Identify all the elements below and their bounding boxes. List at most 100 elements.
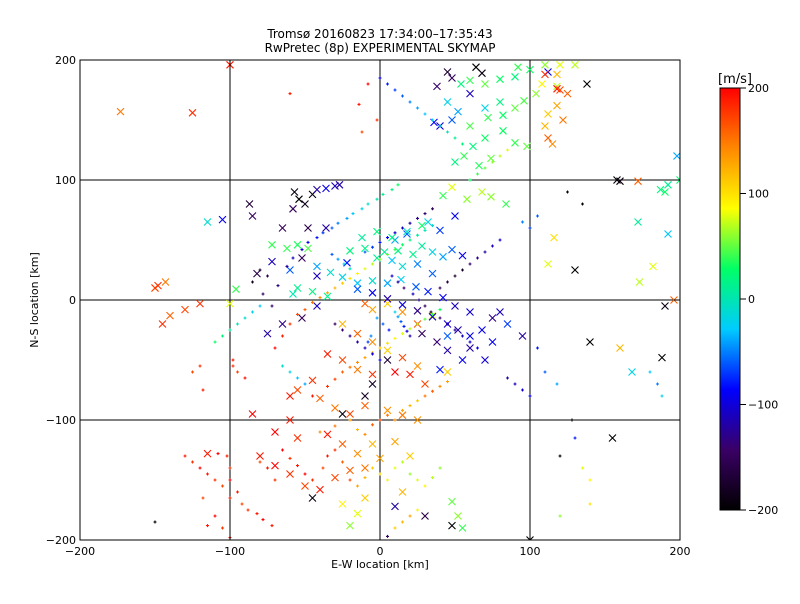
data-point-x xyxy=(338,410,347,418)
data-point-x xyxy=(383,294,392,303)
data-point-x xyxy=(383,406,392,415)
data-point-plus xyxy=(528,394,532,398)
x-axis-ticks: −200 −100 0 100 200 xyxy=(65,60,691,558)
data-point-plus xyxy=(261,292,265,296)
data-point-x xyxy=(286,416,294,424)
data-point-x xyxy=(295,195,303,204)
data-point-x xyxy=(571,266,579,274)
data-point-plus xyxy=(191,460,194,464)
data-point-plus xyxy=(266,274,269,278)
data-point-plus xyxy=(401,243,404,247)
data-point-plus xyxy=(401,520,404,524)
data-point-plus xyxy=(375,316,379,320)
data-point-plus xyxy=(555,382,559,386)
x-tick-label: 0 xyxy=(377,545,384,558)
data-point-x xyxy=(448,116,456,124)
data-point-x xyxy=(154,281,162,290)
data-point-plus xyxy=(369,334,373,338)
data-point-plus xyxy=(356,428,359,432)
data-point-plus xyxy=(360,207,364,211)
data-point-plus xyxy=(423,212,427,216)
data-point-plus xyxy=(521,388,524,392)
data-point-plus xyxy=(378,358,382,362)
data-point-plus xyxy=(408,404,412,408)
data-point-plus xyxy=(521,220,524,224)
data-point-x xyxy=(433,338,441,346)
data-point-x xyxy=(443,368,452,376)
data-point-plus xyxy=(231,364,235,368)
data-point-plus xyxy=(483,250,487,254)
data-point-plus xyxy=(288,370,292,374)
data-point-plus xyxy=(348,418,352,422)
data-point-x xyxy=(361,401,369,410)
data-point-plus xyxy=(543,370,547,374)
data-point-x xyxy=(541,70,549,79)
data-point-plus xyxy=(246,508,250,512)
data-point-x xyxy=(226,299,234,308)
data-point-x xyxy=(649,262,657,271)
data-point-x xyxy=(460,152,468,160)
data-point-plus xyxy=(356,484,359,488)
data-point-x xyxy=(421,512,429,520)
data-point-x xyxy=(293,240,302,249)
data-point-x xyxy=(658,353,666,362)
data-point-plus xyxy=(375,197,379,201)
data-point-x xyxy=(358,233,366,242)
data-point-x xyxy=(511,138,519,147)
data-point-x xyxy=(448,245,456,254)
data-point-plus xyxy=(423,484,427,488)
data-point-x xyxy=(283,244,291,253)
data-point-x xyxy=(608,434,617,442)
colorbar-tick-label: 200 xyxy=(748,82,769,95)
data-point-plus xyxy=(506,376,509,380)
data-point-x xyxy=(248,212,257,220)
data-point-plus xyxy=(336,221,340,225)
data-point-plus xyxy=(438,124,442,128)
data-point-x xyxy=(388,256,396,265)
data-point-x xyxy=(586,338,594,346)
data-point-plus xyxy=(506,148,509,152)
data-point-plus xyxy=(371,466,374,470)
data-point-plus xyxy=(416,216,419,220)
data-point-x xyxy=(383,356,392,364)
data-point-plus xyxy=(416,233,419,237)
data-point-plus xyxy=(341,281,344,285)
data-point-plus xyxy=(288,456,292,460)
data-point-plus xyxy=(363,267,367,271)
data-point-x xyxy=(373,227,381,236)
data-point-plus xyxy=(401,332,404,336)
data-point-plus xyxy=(468,340,472,344)
data-point-plus xyxy=(333,448,337,452)
data-point-x xyxy=(406,452,414,460)
data-point-x xyxy=(451,302,459,310)
data-point-x xyxy=(338,273,347,282)
data-point-x xyxy=(451,212,459,220)
data-point-x xyxy=(436,365,444,374)
data-point-plus xyxy=(356,272,359,276)
data-point-x xyxy=(496,98,504,106)
data-point-plus xyxy=(348,334,352,338)
data-point-x xyxy=(466,89,474,98)
data-point-plus xyxy=(378,257,382,261)
data-point-x xyxy=(428,248,437,256)
data-point-plus xyxy=(378,472,382,476)
data-point-plus xyxy=(153,520,157,524)
data-point-plus xyxy=(236,490,239,494)
data-point-x xyxy=(436,226,444,235)
y-tick-label: 100 xyxy=(55,174,76,187)
data-point-plus xyxy=(341,328,344,332)
data-point-plus xyxy=(371,423,374,427)
data-point-x xyxy=(443,98,452,106)
data-point-plus xyxy=(236,322,239,326)
data-point-x xyxy=(656,185,665,194)
x-tick-label: −100 xyxy=(215,545,245,558)
data-point-plus xyxy=(386,413,389,417)
data-point-x xyxy=(335,180,344,189)
data-point-plus xyxy=(341,370,344,374)
data-point-x xyxy=(541,60,549,69)
data-point-x xyxy=(413,362,422,370)
data-point-plus xyxy=(423,394,427,398)
data-point-x xyxy=(443,346,452,355)
data-point-x xyxy=(353,285,362,294)
data-point-plus xyxy=(476,172,479,176)
